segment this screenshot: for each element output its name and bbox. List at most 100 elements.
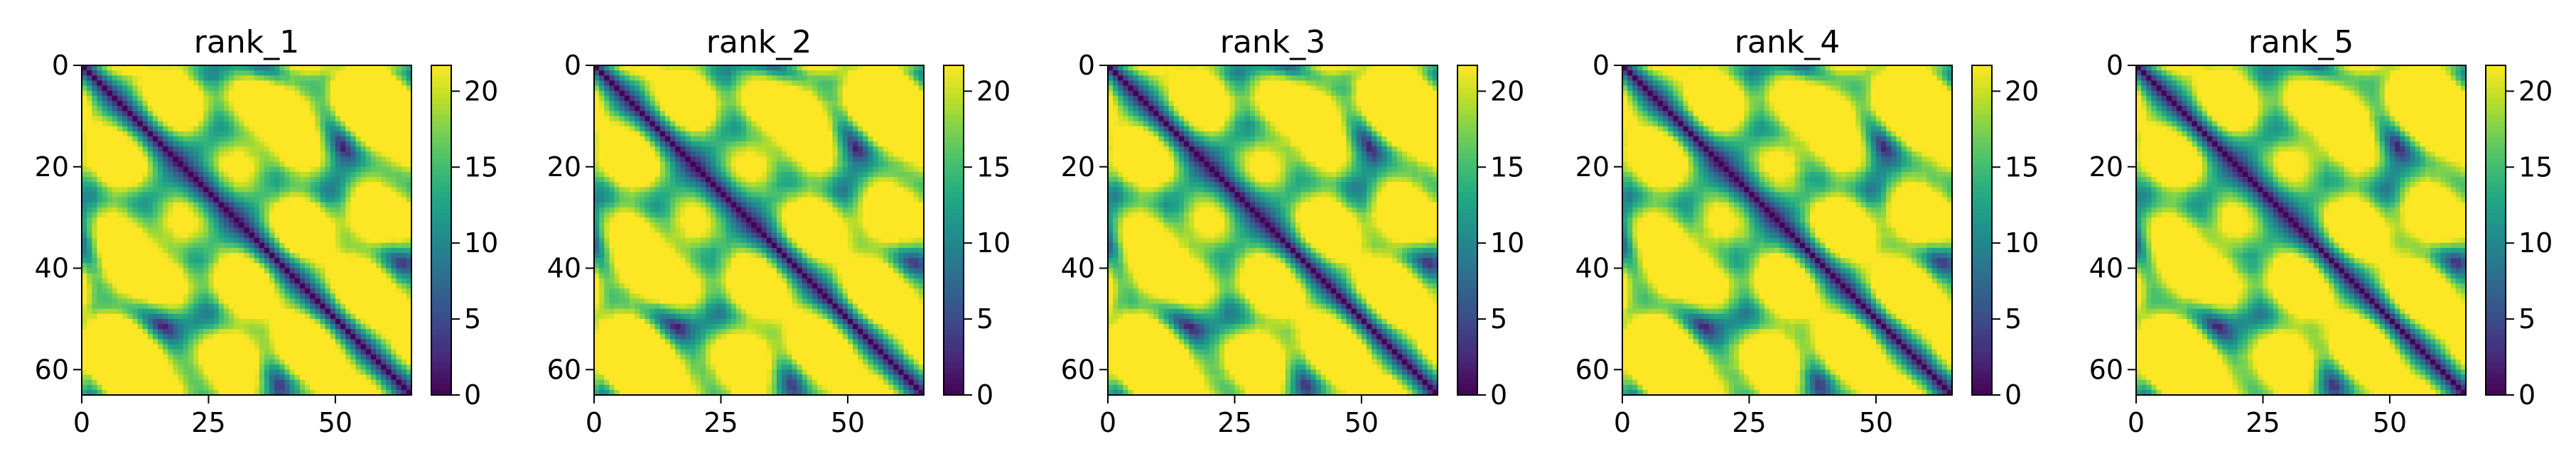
- heatmap-cell: [274, 298, 280, 304]
- heatmap-cell: [198, 121, 204, 127]
- heatmap-cell: [97, 268, 102, 274]
- heatmap-cell: [122, 288, 128, 294]
- heatmap-cell: [735, 100, 742, 107]
- heatmap-cell: [122, 389, 128, 396]
- heatmap-cell: [158, 283, 163, 289]
- heatmap-cell: [229, 131, 235, 137]
- heatmap-cell: [381, 111, 387, 116]
- heatmap-cell: [168, 369, 173, 375]
- heatmap-cell: [87, 85, 92, 92]
- heatmap-cell: [203, 75, 209, 81]
- heatmap-cell: [264, 384, 270, 391]
- heatmap-cell: [279, 227, 285, 233]
- heatmap-cell: [223, 339, 230, 345]
- heatmap-cell: [365, 85, 372, 92]
- heatmap-cell: [269, 192, 275, 197]
- heatmap-cell: [163, 318, 168, 325]
- heatmap-cell: [198, 187, 204, 193]
- colorbar-segment: [431, 251, 451, 259]
- heatmap-cell: [355, 253, 362, 259]
- heatmap-cell: [659, 100, 666, 107]
- heatmap-cell: [335, 136, 341, 142]
- heatmap-cell: [345, 70, 351, 76]
- heatmap-cell: [289, 344, 296, 350]
- heatmap-cell: [223, 349, 230, 355]
- heatmap-cell: [746, 95, 752, 102]
- heatmap-cell: [259, 136, 265, 142]
- heatmap-cell: [239, 268, 244, 274]
- heatmap-cell: [645, 65, 650, 71]
- heatmap-cell: [340, 247, 346, 254]
- heatmap-cell: [370, 389, 377, 396]
- heatmap-cell: [695, 100, 701, 107]
- heatmap-cell: [178, 136, 184, 142]
- heatmap-cell: [284, 212, 291, 218]
- heatmap-cell: [274, 146, 280, 152]
- heatmap-cell: [320, 131, 326, 137]
- heatmap-cell: [259, 161, 265, 168]
- heatmap-cell: [294, 111, 301, 116]
- heatmap-cell: [873, 106, 879, 112]
- heatmap-cell: [274, 232, 280, 239]
- heatmap-cell: [670, 95, 676, 102]
- heatmap-cell: [863, 100, 868, 107]
- colorbar-segment: [431, 362, 451, 368]
- heatmap-cell: [370, 354, 377, 360]
- heatmap-cell: [223, 227, 230, 233]
- heatmap-cell: [594, 85, 600, 92]
- heatmap-cell: [335, 65, 341, 71]
- heatmap-cell: [827, 80, 833, 86]
- heatmap-cell: [122, 329, 128, 335]
- heatmap-cell: [345, 161, 351, 168]
- heatmap-cell: [234, 141, 239, 147]
- heatmap-cell: [396, 329, 402, 335]
- heatmap-cell: [330, 298, 336, 304]
- heatmap-cell: [223, 379, 230, 386]
- heatmap-cell: [142, 217, 149, 223]
- heatmap-cell: [325, 202, 331, 208]
- heatmap-cell: [274, 95, 280, 102]
- heatmap-cell: [107, 263, 113, 269]
- heatmap-cell: [274, 308, 280, 315]
- heatmap-cell: [381, 379, 387, 386]
- heatmap-cell: [289, 384, 296, 391]
- heatmap-cell: [218, 182, 225, 188]
- heatmap-cell: [847, 90, 853, 97]
- heatmap-cell: [279, 126, 285, 132]
- heatmap-cell: [609, 111, 615, 116]
- heatmap-cell: [340, 339, 346, 345]
- heatmap-cell: [107, 384, 113, 391]
- heatmap-cell: [213, 227, 220, 233]
- heatmap-cell: [87, 242, 92, 249]
- heatmap-cell: [158, 227, 163, 233]
- heatmap-cell: [320, 288, 326, 294]
- heatmap-cell: [279, 379, 285, 386]
- heatmap-cell: [335, 268, 341, 274]
- heatmap-cell: [102, 85, 108, 92]
- heatmap-cell: [350, 278, 356, 284]
- heatmap-cell: [299, 313, 306, 320]
- heatmap-cell: [269, 100, 275, 107]
- heatmap-cell: [284, 182, 291, 188]
- heatmap-cell: [234, 161, 239, 168]
- heatmap-cell: [188, 237, 194, 244]
- heatmap-cell: [193, 349, 199, 355]
- heatmap-cell: [685, 100, 691, 107]
- heatmap-cell: [335, 258, 341, 264]
- heatmap-cell: [355, 369, 362, 375]
- heatmap-cell: [92, 318, 97, 325]
- heatmap-cell: [223, 136, 230, 142]
- heatmap-cell: [132, 177, 138, 183]
- heatmap-cell: [203, 161, 209, 168]
- heatmap-cell: [163, 334, 168, 340]
- heatmap-cell: [97, 151, 102, 157]
- heatmap-cell: [386, 151, 392, 157]
- heatmap-cell: [345, 227, 351, 233]
- heatmap-cell: [365, 247, 372, 254]
- heatmap-cell: [340, 324, 346, 330]
- heatmap-cell: [664, 85, 671, 92]
- heatmap-cell: [635, 85, 640, 92]
- heatmap-cell: [340, 318, 346, 325]
- heatmap-cell: [142, 344, 149, 350]
- heatmap-cell: [259, 308, 265, 315]
